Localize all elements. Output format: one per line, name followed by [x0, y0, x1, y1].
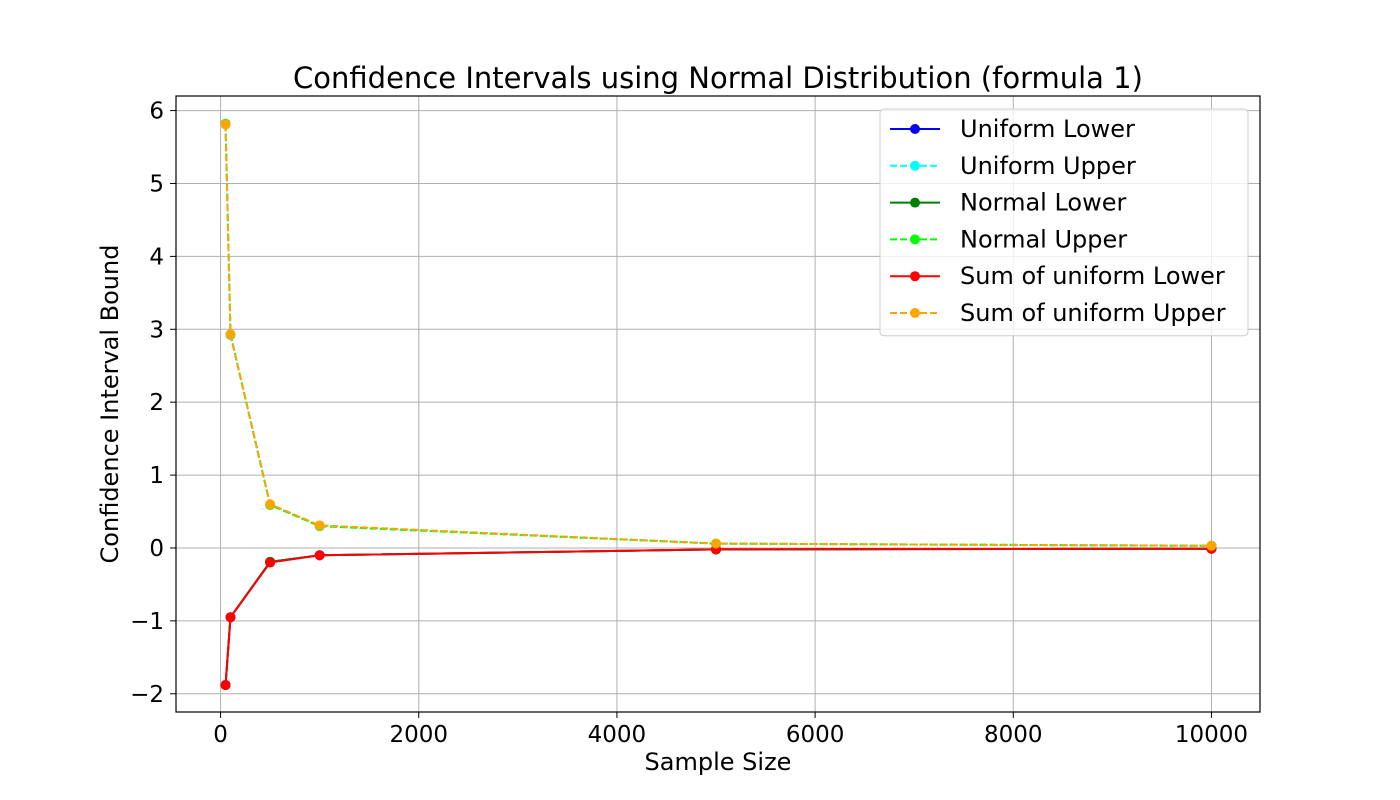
y-tick-label: −1 — [130, 609, 164, 635]
series-line-sum-of-uniform-lower — [224, 547, 1212, 686]
data-point-sum-of-uniform-upper — [225, 329, 236, 340]
y-tick-label: 3 — [149, 317, 164, 343]
legend-label-normal-lower: Normal Lower — [960, 189, 1126, 217]
data-point-sum-of-uniform-lower — [225, 612, 236, 623]
data-point-sum-of-uniform-upper — [265, 499, 276, 510]
grid-layer — [176, 96, 1260, 712]
legend-label-sum-of-uniform-upper: Sum of uniform Upper — [960, 299, 1226, 327]
legend-marker-normal-lower — [910, 197, 920, 208]
data-point-sum-of-uniform-upper — [1206, 540, 1217, 551]
y-tick-label: −2 — [130, 682, 164, 708]
y-tick-label: 4 — [149, 244, 164, 270]
legend-box — [879, 108, 1249, 337]
series-line-sum-of-uniform-upper — [224, 124, 1212, 547]
ticks-layer: 0 2000 4000 6000 8000 10000 −2 −1 0 1 2 3 4 5 6 — [130, 99, 1248, 748]
y-tick-label: 2 — [149, 390, 164, 416]
legend-marker-normal-upper — [910, 234, 920, 245]
x-tick-label: 0 — [213, 722, 228, 748]
legend: Uniform Lower Uniform Upper Normal Lower No… — [879, 108, 1249, 337]
y-tick-label: 6 — [149, 99, 164, 125]
legend-label-sum-of-uniform-lower: Sum of uniform Lower — [960, 262, 1225, 290]
x-tick-label: 10000 — [1175, 722, 1248, 748]
x-tick-label: 4000 — [588, 722, 647, 748]
chart-title: Confidence Intervals using Normal Distri… — [293, 61, 1143, 95]
legend-marker-uniform-upper — [910, 160, 920, 171]
legend-marker-uniform-lower — [910, 124, 920, 134]
legend-marker-sum-of-uniform-upper — [910, 308, 920, 318]
legend-marker-sum-of-uniform-lower — [910, 271, 920, 282]
y-tick-label: 0 — [149, 536, 164, 562]
legend-label-uniform-upper: Uniform Upper — [960, 152, 1136, 180]
data-point-sum-of-uniform-lower — [265, 557, 276, 568]
series-sum-of-uniform-upper — [220, 119, 1217, 551]
data-point-sum-of-uniform-upper — [314, 520, 325, 531]
data-point-sum-of-uniform-upper — [711, 538, 722, 549]
x-tick-label: 6000 — [786, 722, 845, 748]
data-point-sum-of-uniform-upper — [220, 119, 231, 130]
data-point-sum-of-uniform-lower — [314, 550, 325, 561]
legend-label-normal-upper: Normal Upper — [960, 225, 1127, 253]
x-tick-label: 2000 — [389, 722, 448, 748]
data-point-sum-of-uniform-lower — [220, 680, 231, 691]
x-tick-label: 8000 — [984, 722, 1043, 748]
x-axis-label: Sample Size — [645, 748, 792, 776]
y-tick-label: 1 — [149, 463, 164, 489]
plot-frame — [175, 95, 1261, 713]
y-tick-label: 5 — [149, 171, 164, 197]
y-axis-label: Confidence Interval Bound — [96, 245, 124, 564]
legend-label-uniform-lower: Uniform Lower — [960, 115, 1135, 143]
series-layer — [220, 118, 1217, 691]
